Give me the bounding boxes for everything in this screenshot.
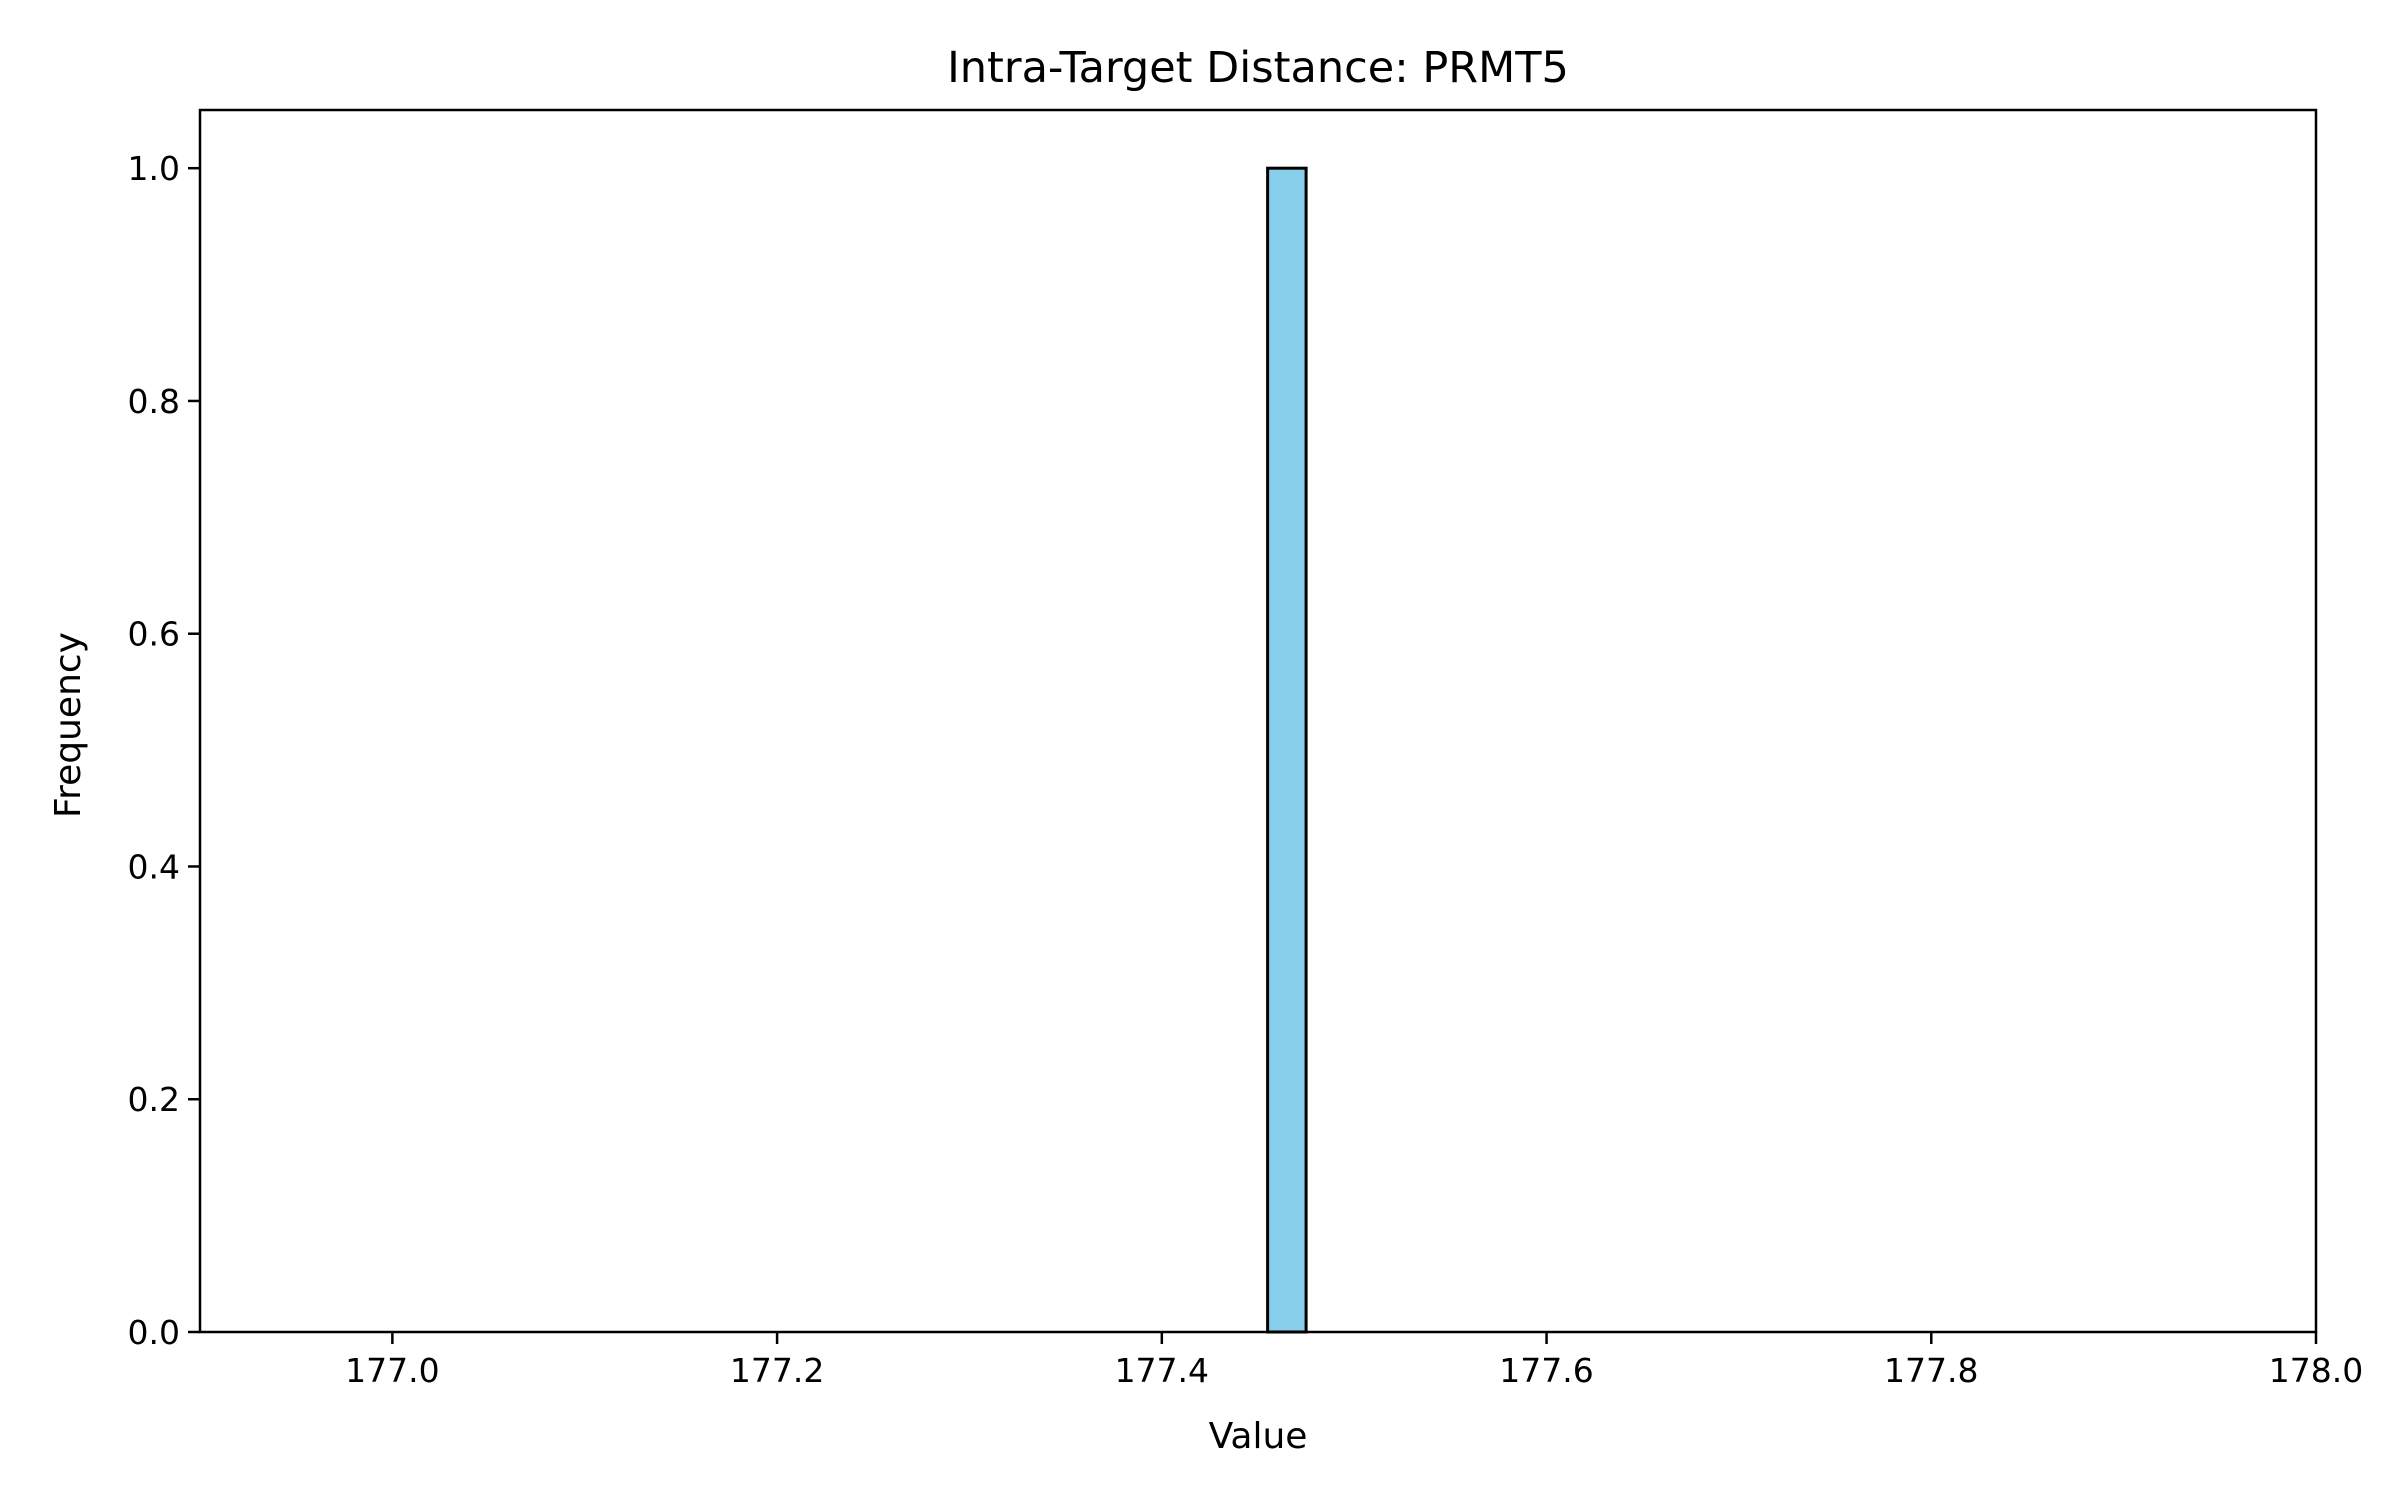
x-axis: 177.0 177.2 177.4 177.6 177.8 178.0 [345,1332,2363,1390]
x-tick-label: 178.0 [2269,1351,2363,1390]
y-tick-label: 0.8 [128,382,180,421]
chart-title: Intra-Target Distance: PRMT5 [947,43,1569,93]
y-tick-label: 0.0 [128,1313,180,1352]
x-tick-label: 177.2 [730,1351,824,1390]
y-tick-label: 0.4 [128,847,180,886]
x-tick-label: 177.6 [1499,1351,1593,1390]
y-axis-label: Frequency [48,632,89,818]
plot-area [1266,166,1308,1334]
x-tick-label: 177.8 [1884,1351,1978,1390]
y-tick-label: 0.2 [128,1080,180,1119]
x-tick-label: 177.4 [1115,1351,1209,1390]
histogram-bar [1266,166,1308,1334]
axes-frame [198,108,2318,1334]
x-axis-label: Value [1209,1416,1308,1457]
y-tick-label: 1.0 [128,149,180,188]
x-tick-label: 177.0 [345,1351,439,1390]
y-axis: 0.0 0.2 0.4 0.6 0.8 1.0 [128,149,200,1352]
y-tick-label: 0.6 [128,615,180,654]
